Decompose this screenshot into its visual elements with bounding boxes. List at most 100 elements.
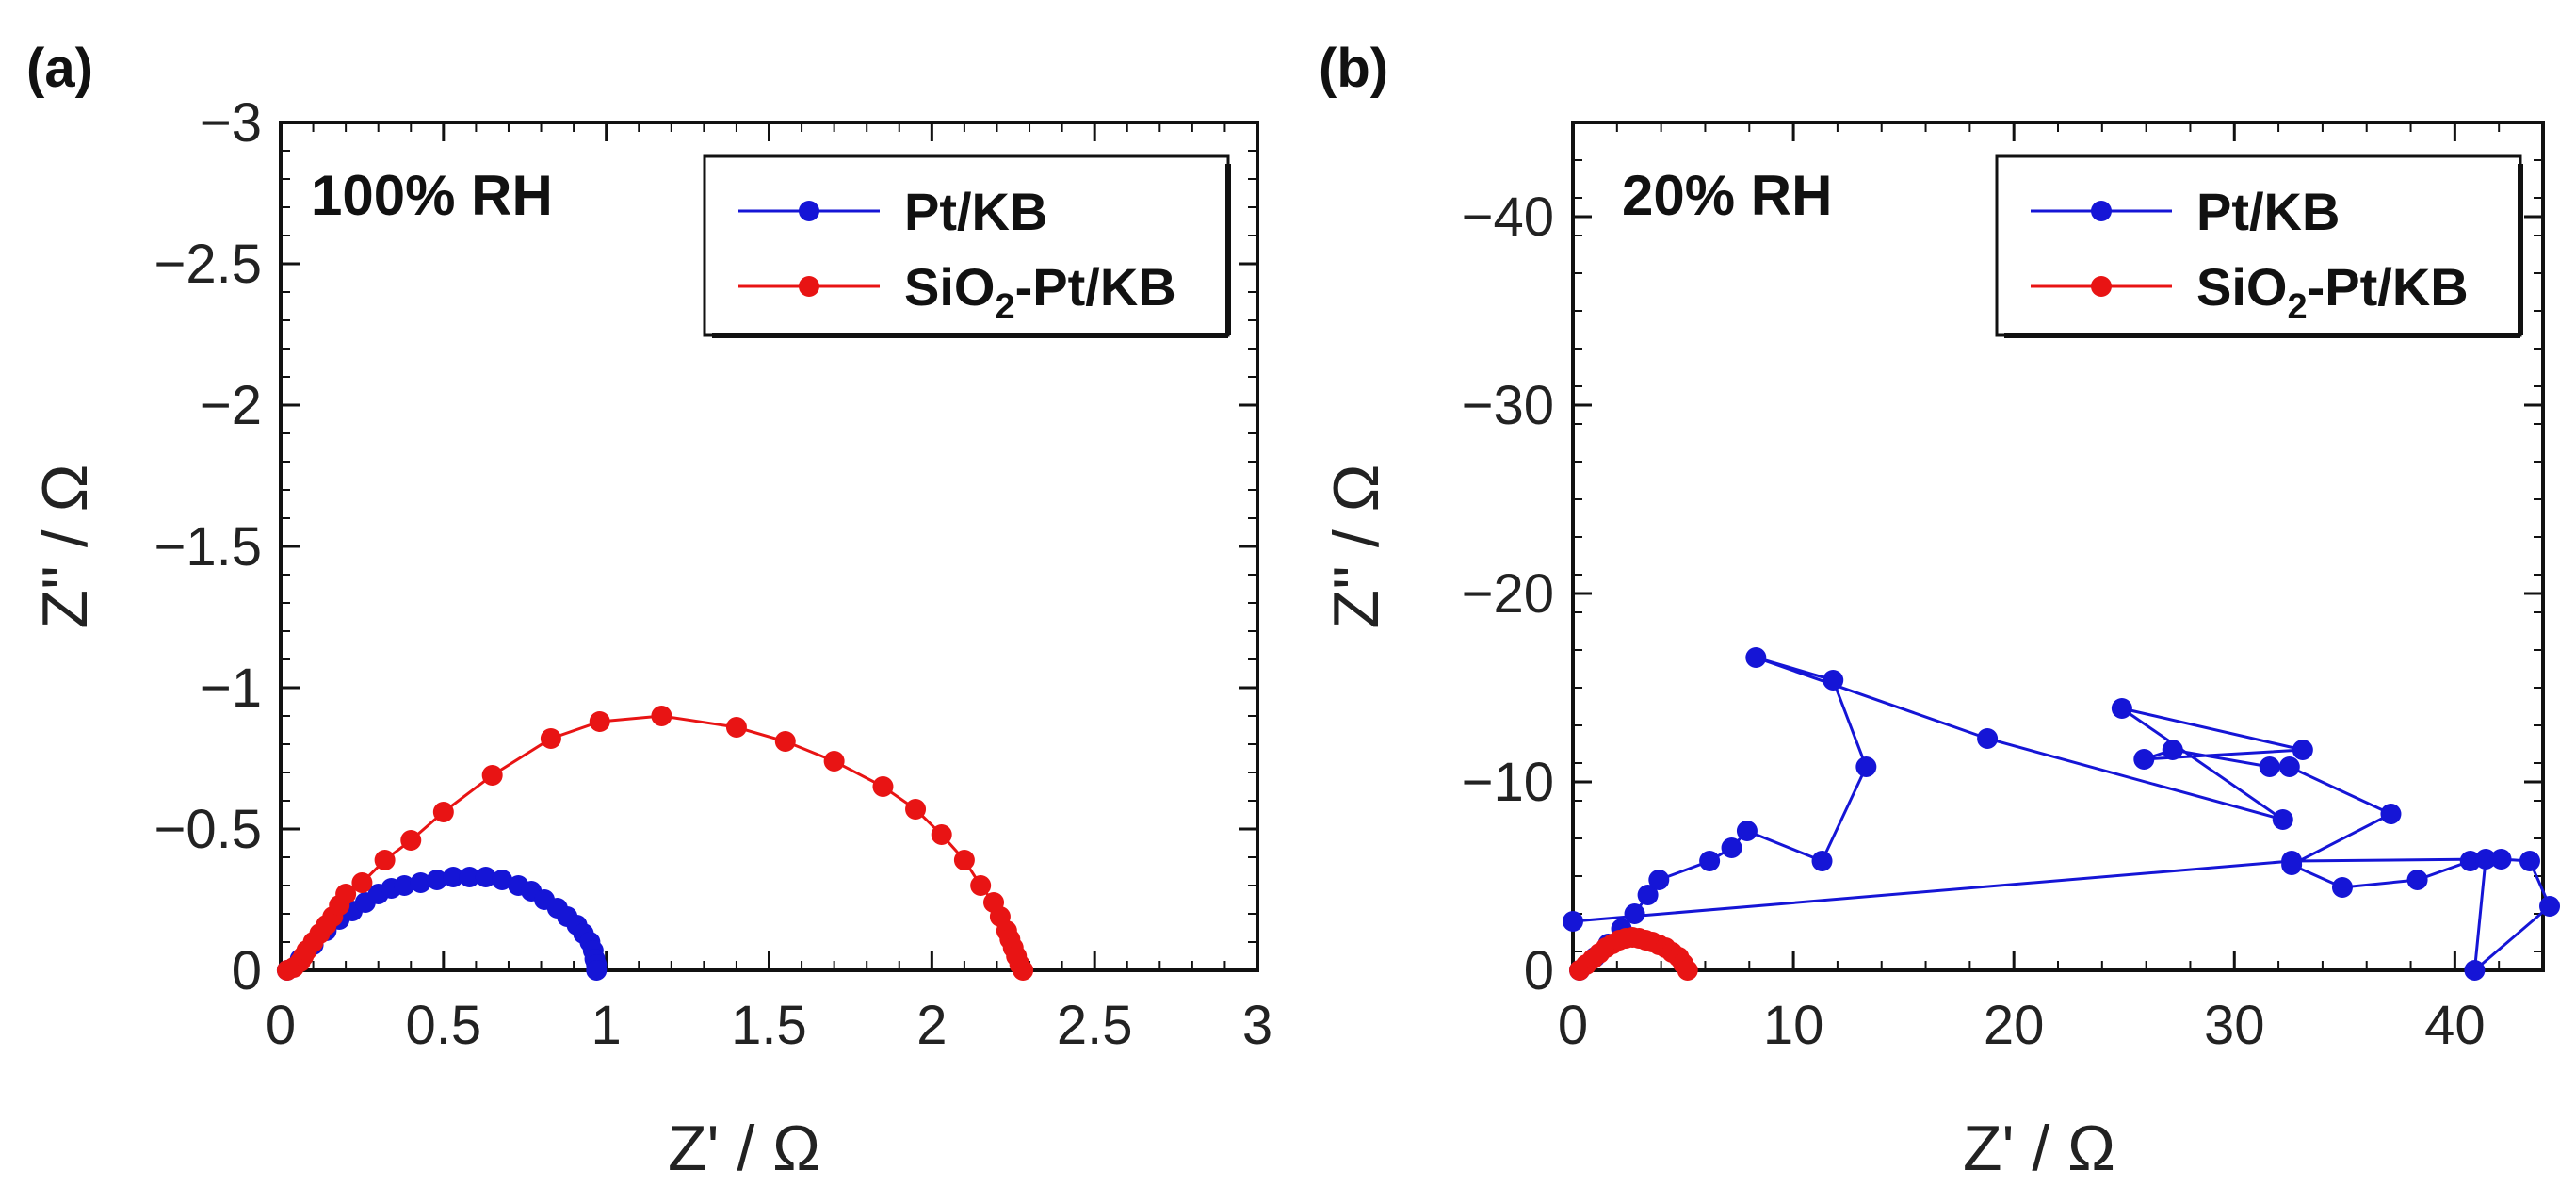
data-point-pt-kb [1745,647,1767,668]
data-point-pt-kb [2292,740,2313,760]
data-point-pt-kb [1977,728,1999,749]
panel-label: (b) [1319,38,1388,99]
x-tick-label: 40 [2424,995,2486,1056]
x-tick-label: 1 [591,995,622,1056]
data-point-pt-kb [2331,877,2353,898]
data-point-pt-kb [2111,698,2132,719]
data-point-sio2-pt-kb [481,765,503,786]
data-point-pt-kb [2272,809,2293,830]
data-point-pt-kb [1699,851,1721,871]
legend-label: SiO2-Pt/KB [2196,257,2469,327]
y-axis-title: Z'' / Ω [1320,463,1392,628]
y-tick-label: −20 [1462,563,1554,625]
data-point-sio2-pt-kb [905,799,927,820]
panel-label: (a) [26,38,93,99]
data-point-pt-kb [2459,851,2481,871]
legend-swatch-marker [799,201,819,221]
data-point-sio2-pt-kb [774,731,796,752]
data-point-sio2-pt-kb [400,830,422,851]
y-tick-label: −10 [1462,752,1554,813]
data-point-pt-kb [1736,821,1758,841]
legend-swatch-marker [799,276,819,297]
legend-label: Pt/KB [2196,182,2340,241]
data-point-pt-kb [1624,903,1645,924]
data-point-pt-kb [2539,896,2561,917]
data-point-pt-kb [1721,837,1742,858]
data-point-pt-kb [2278,756,2300,777]
panel-a: 0 0.5 1 1.5 2 2.5 3 0 −0.5 −1 −1.5 −2 −2.5 −3 Z' / Ω Z'… [26,38,1272,1184]
panel-b: 0 10 20 30 40 0 −10 −20 −30 −40 Z' / Ω Z'' / Ω (b) 20… [1319,38,2561,1184]
x-axis-title: Z' / Ω [668,1113,820,1184]
y-tick-label: −3 [200,92,262,154]
data-point-pt-kb [1563,911,1583,932]
data-point-pt-kb [2464,960,2486,981]
y-tick-label: −0.5 [154,799,263,860]
data-point-pt-kb [2162,740,2183,760]
data-point-sio2-pt-kb [931,824,952,845]
data-point-pt-kb [2519,851,2540,871]
x-tick-label: 0 [266,995,296,1056]
data-point-pt-kb [1648,870,1670,890]
data-point-pt-kb [2281,851,2303,871]
data-point-pt-kb [443,867,464,887]
x-tick-label: 30 [2204,995,2265,1056]
legend-label: SiO2-Pt/KB [904,257,1176,327]
data-point-pt-kb [410,872,431,893]
data-point-pt-kb [1637,885,1659,905]
y-tick-label: −40 [1462,187,1554,248]
y-tick-label: 0 [232,940,262,1001]
data-point-pt-kb [475,867,496,887]
legend-swatch-marker [2091,201,2112,221]
y-tick-label: −1 [200,658,262,719]
data-point-sio2-pt-kb [374,850,396,870]
plot-frame [279,121,1259,972]
y-tick-label: −30 [1462,375,1554,436]
data-point-sio2-pt-kb [1013,960,1034,981]
x-tick-label: 0.5 [406,995,482,1056]
data-point-pt-kb [1823,670,1844,691]
x-tick-label: 2 [916,995,947,1056]
data-point-sio2-pt-kb [589,711,610,732]
x-tick-label: 10 [1763,995,1824,1056]
legend-box [703,154,1230,337]
data-point-sio2-pt-kb [725,717,747,738]
data-point-sio2-pt-kb [540,728,561,749]
legend: Pt/KB SiO2-Pt/KB [1995,154,2523,338]
data-point-sio2-pt-kb [1677,960,1698,981]
legend-swatch-marker [2091,276,2112,297]
legend-label: Pt/KB [904,182,1047,241]
legend: Pt/KB SiO2-Pt/KB [703,154,1231,338]
data-point-pt-kb [2490,849,2512,870]
data-point-pt-kb [2380,804,2402,824]
condition-label: 20% RH [1622,164,1832,227]
x-tick-label: 0 [1558,995,1588,1056]
data-point-pt-kb [459,867,480,887]
x-tick-label: 1.5 [731,995,807,1056]
data-point-pt-kb [2133,749,2155,770]
x-tick-label: 20 [1984,995,2045,1056]
y-tick-label: 0 [1524,940,1554,1001]
data-point-pt-kb [1855,756,1877,777]
data-point-pt-kb [492,870,513,890]
data-point-sio2-pt-kb [872,776,894,797]
y-tick-label: −1.5 [154,516,263,577]
data-point-pt-kb [586,960,608,981]
data-point-pt-kb [2259,756,2280,777]
data-point-pt-kb [394,875,415,896]
data-point-sio2-pt-kb [953,850,975,870]
data-point-sio2-pt-kb [351,872,373,893]
x-axis-title: Z' / Ω [1963,1113,2115,1184]
data-point-pt-kb [2475,849,2497,870]
condition-label: 100% RH [311,164,553,227]
y-axis-title: Z'' / Ω [29,463,101,628]
y-tick-label: −2.5 [154,234,263,295]
x-tick-label: 3 [1242,995,1272,1056]
x-tick-label: 2.5 [1057,995,1133,1056]
data-point-sio2-pt-kb [823,751,845,772]
data-point-pt-kb [2406,870,2428,890]
data-point-sio2-pt-kb [651,706,672,726]
y-tick-label: −2 [200,375,262,436]
data-point-sio2-pt-kb [432,802,454,822]
data-point-pt-kb [1811,851,1833,871]
